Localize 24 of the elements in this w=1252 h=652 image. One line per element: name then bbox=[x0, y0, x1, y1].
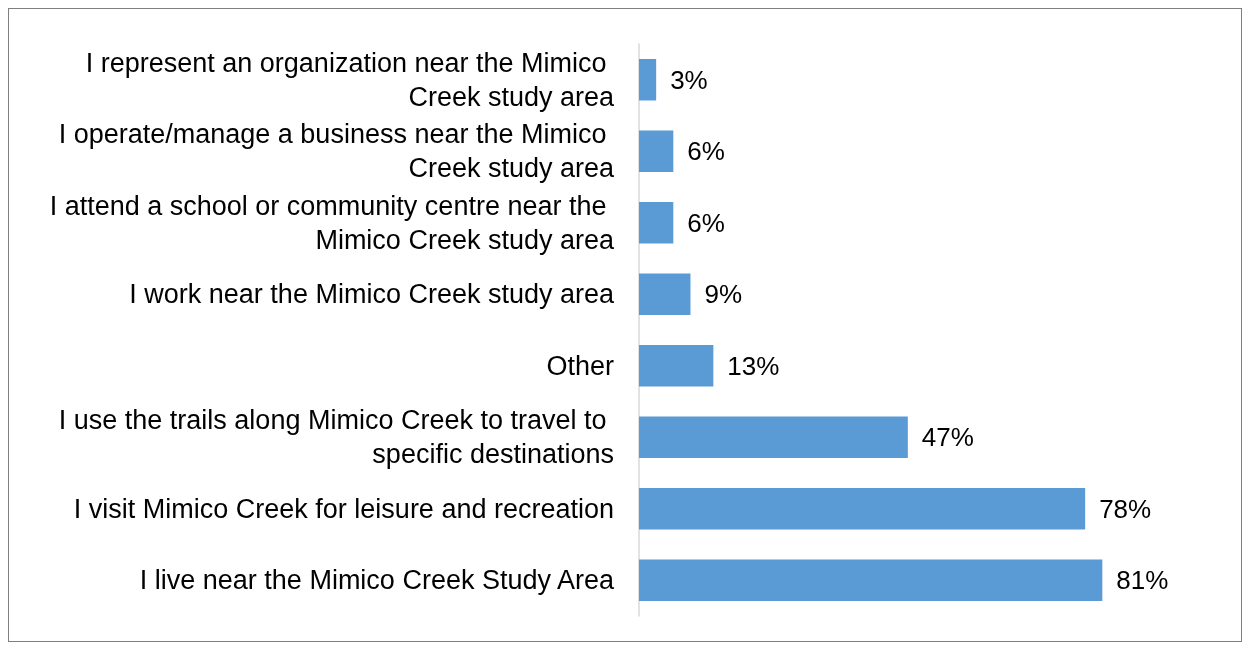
bar bbox=[639, 416, 908, 458]
y-tick-label: I work near the Mimico Creek study area bbox=[129, 279, 615, 310]
y-tick-label: I operate/manage a business near the Mimico Creek study area bbox=[58, 119, 615, 184]
data-label: 81% bbox=[1116, 565, 1169, 596]
bar bbox=[639, 559, 1103, 601]
bar bbox=[639, 202, 674, 244]
bar bbox=[639, 130, 674, 172]
data-label: 3% bbox=[670, 64, 708, 95]
data-label: 78% bbox=[1099, 493, 1152, 524]
bar bbox=[639, 488, 1086, 530]
data-label: 6% bbox=[687, 207, 725, 238]
bar bbox=[639, 59, 657, 101]
y-tick-label: I use the trails along Mimico Creek to travel to specific destinations bbox=[58, 405, 614, 470]
data-label: 47% bbox=[921, 422, 974, 453]
data-label: 6% bbox=[687, 136, 725, 167]
bar bbox=[639, 273, 691, 315]
y-tick-label: I visit Mimico Creek for leisure and recreation bbox=[73, 493, 614, 524]
bar bbox=[639, 345, 714, 387]
data-label: 9% bbox=[704, 279, 743, 310]
y-tick-label: I live near the Mimico Creek Study Area bbox=[139, 565, 615, 596]
y-tick-label: I represent an organization near the Mimico Creek study area bbox=[85, 47, 615, 112]
data-label: 13% bbox=[727, 350, 780, 381]
y-tick-label: Other bbox=[546, 350, 614, 381]
y-tick-label: I attend a school or community centre near the Mimico Creek study area bbox=[49, 190, 615, 255]
